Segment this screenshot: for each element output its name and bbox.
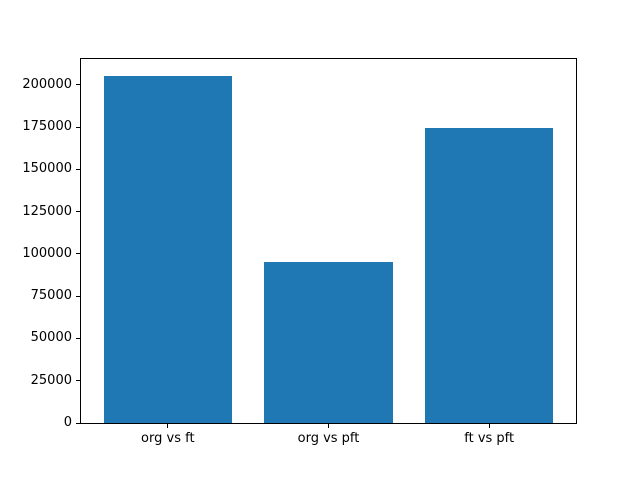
y-tick-mark	[76, 337, 80, 339]
x-tick-label-org-vs-ft: org vs ft	[141, 431, 195, 446]
y-tick-mark	[76, 380, 80, 382]
bar-org-vs-pft	[264, 262, 393, 423]
y-tick-mark	[76, 253, 80, 255]
y-tick-label: 175000	[22, 119, 72, 135]
y-tick-label: 200000	[22, 76, 72, 92]
x-tick-mark	[167, 424, 169, 428]
x-tick-label-org-vs-pft: org vs pft	[297, 431, 360, 446]
y-tick-label: 150000	[22, 161, 72, 177]
y-tick-label: 125000	[22, 203, 72, 219]
x-tick-label-ft-vs-pft: ft vs pft	[464, 431, 515, 446]
x-tick-mark	[488, 424, 490, 428]
y-tick-mark	[76, 211, 80, 213]
y-tick-label: 75000	[30, 288, 72, 304]
y-tick-mark	[76, 126, 80, 128]
y-tick-label: 25000	[30, 372, 72, 388]
bar-ft-vs-pft	[424, 127, 554, 423]
y-tick-mark	[76, 295, 80, 297]
y-tick-label: 100000	[22, 245, 72, 261]
y-tick-mark	[76, 84, 80, 86]
x-tick-mark	[328, 424, 329, 428]
y-tick-label: 50000	[30, 330, 72, 346]
bar-org-vs-ft	[103, 76, 233, 423]
y-tick-mark	[76, 168, 80, 170]
y-tick-mark	[76, 422, 80, 424]
y-tick-label: 0	[63, 415, 72, 430]
plot-area	[80, 58, 577, 424]
